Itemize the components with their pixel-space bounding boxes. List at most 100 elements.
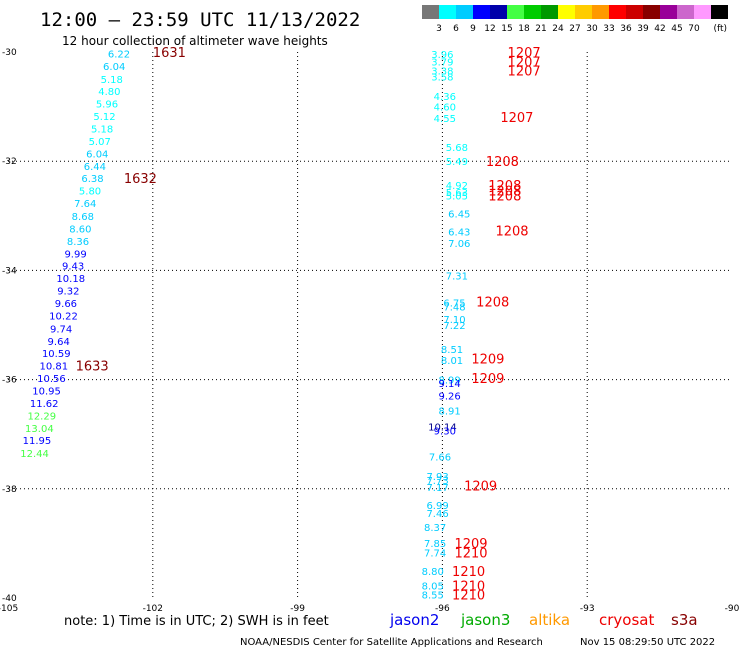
wave-height-label: 3.58 [431, 73, 453, 84]
lat-lon-grid [8, 52, 732, 598]
colorbar-label: 3 [436, 24, 442, 34]
x-tick-labels: -105 -102 -99 -96 -93 -90 [0, 604, 740, 614]
colorbar-swatch [660, 5, 677, 19]
wave-height-label: 8.60 [69, 224, 91, 235]
colorbar-label: 24 [552, 24, 564, 34]
wave-height-label: 9.99 [64, 249, 86, 260]
colorbar-swatch [439, 5, 456, 19]
time-label: 1208 [476, 296, 509, 311]
wave-height-label: 7.74 [424, 549, 446, 560]
wave-height-label: 12.29 [27, 412, 56, 423]
colorbar-swatch [422, 5, 439, 19]
wave-height-label: 9.66 [55, 299, 77, 310]
x-tick-label: -99 [290, 604, 305, 614]
wave-height-label: 6.04 [103, 62, 125, 73]
colorbar-swatch [575, 5, 592, 19]
wave-height-label: 11.62 [30, 399, 59, 410]
timestamp: Nov 15 08:29:50 UTC 2022 [580, 637, 715, 648]
time-label: 1208 [488, 179, 521, 194]
colorbar-label: 70 [688, 24, 700, 34]
colorbar-label: 9 [470, 24, 476, 34]
y-tick-label: -30 [2, 48, 17, 58]
time-label: 1208 [486, 155, 519, 170]
y-tick-label: -32 [2, 157, 17, 167]
wave-height-label: 8.55 [422, 591, 444, 602]
satellite-legend: jason2 jason3 altika cryosat s3a [389, 611, 698, 629]
wave-height-label: 7.31 [446, 271, 468, 282]
credit-line: NOAA/NESDIS Center for Satellite Applica… [240, 637, 543, 648]
wave-height-label: 11.95 [23, 436, 52, 447]
wave-height-label: 10.56 [37, 374, 66, 385]
satellite-legend-entry: jason2 [389, 611, 439, 629]
wave-height-label: 6.22 [108, 50, 130, 61]
colorbar-swatch [609, 5, 626, 19]
colorbar-unit: (ft) [713, 24, 727, 34]
time-label: 1207 [508, 65, 541, 80]
wave-height-label: 8.36 [67, 237, 89, 248]
colorbar-label: 27 [569, 24, 580, 34]
wave-height-label: 10.22 [49, 312, 78, 323]
colorbar-label: 30 [586, 24, 598, 34]
wave-height-label: 8.68 [72, 212, 94, 223]
colorbar-swatch [626, 5, 643, 19]
colorbar-swatch [694, 5, 711, 19]
colorbar-swatch [490, 5, 507, 19]
time-label: 1633 [76, 359, 109, 374]
colorbar-label: 39 [637, 24, 649, 34]
wave-height-label: 8.51 [441, 345, 463, 356]
time-label: 1208 [488, 185, 521, 200]
wave-height-label: 7.64 [74, 199, 96, 210]
colorbar-label: 42 [654, 24, 665, 34]
x-tick-label: -90 [725, 604, 740, 614]
wave-height-label: 7.73 [426, 476, 448, 487]
colorbar-swatch [643, 5, 660, 19]
time-label: 1632 [124, 172, 157, 187]
colorbar-swatch [473, 5, 490, 19]
wave-height-label: 8.91 [439, 407, 461, 418]
wave-height-label: 5.18 [101, 75, 123, 86]
colorbar-label: 18 [518, 24, 530, 34]
colorbar-label: 15 [501, 24, 512, 34]
wave-height-label: 5.68 [446, 143, 468, 154]
time-label: 1208 [488, 190, 521, 205]
wave-height-label: 5.05 [446, 192, 468, 203]
wave-height-label: 3.96 [431, 50, 453, 61]
wave-height-label: 6.38 [81, 174, 103, 185]
wave-height-label: 6.43 [448, 228, 470, 239]
x-tick-label: -96 [435, 604, 450, 614]
wave-height-label: 9.74 [50, 324, 72, 335]
wave-height-label: 4.80 [98, 87, 120, 98]
wave-height-label: 6.75 [443, 299, 465, 310]
colorbar-swatch [524, 5, 541, 19]
wave-height-label: 8.37 [424, 523, 446, 534]
wave-height-labels: 6.226.045.184.805.965.125.185.076.046.44… [20, 50, 470, 602]
time-label: 1209 [471, 372, 504, 387]
wave-height-label: 5.07 [89, 137, 111, 148]
wave-height-label: 8.01 [441, 356, 463, 367]
x-tick-label: -105 [0, 604, 18, 614]
wave-height-label: 5.63 [446, 188, 468, 199]
y-tick-label: -36 [2, 376, 17, 386]
wave-height-label: 4.55 [434, 114, 456, 125]
time-label: 1207 [500, 111, 533, 126]
time-label: 1210 [452, 565, 485, 580]
wave-height-label: 7.66 [429, 453, 451, 464]
y-tick-labels: -30 -32 -34 -36 -38 -40 [2, 48, 17, 604]
time-labels: 1631163216331207120712071207120812081208… [76, 46, 541, 604]
wave-height-label: 5.49 [446, 157, 468, 168]
satellite-legend-entry: altika [529, 611, 570, 629]
wave-height-label: 10.95 [32, 387, 61, 398]
wave-height-label: 6.45 [448, 210, 470, 221]
colorbar-swatch [592, 5, 609, 19]
time-label: 1210 [454, 547, 487, 562]
chart-subtitle: 12 hour collection of altimeter wave hei… [62, 34, 328, 48]
wave-height-label: 9.32 [57, 287, 79, 298]
wave-height-label: 13.04 [25, 424, 54, 435]
colorbar-swatch [456, 5, 473, 19]
wave-height-label: 9.26 [439, 391, 461, 402]
colorbar-swatch [711, 5, 728, 19]
wave-height-label: 4.36 [434, 92, 456, 103]
wave-height-label: 6.99 [426, 501, 448, 512]
wave-height-label: 7.17 [426, 483, 448, 494]
